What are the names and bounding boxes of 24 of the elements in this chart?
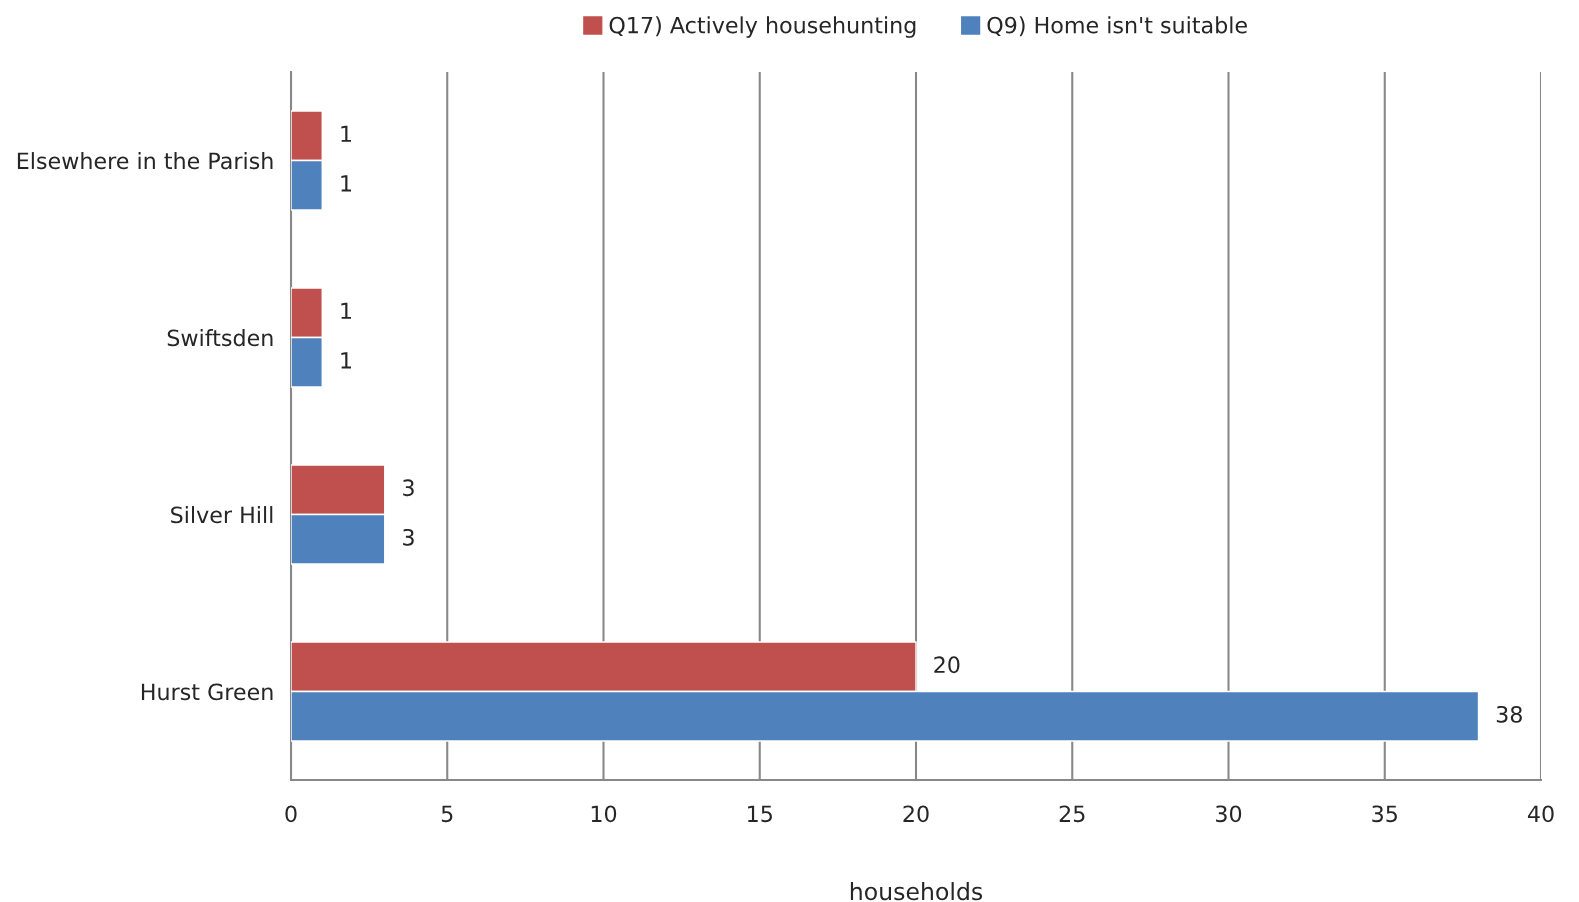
data-label: 1 xyxy=(341,125,351,142)
x-tick-label: 15 xyxy=(748,805,772,823)
x-tick-label: 25 xyxy=(1059,805,1085,823)
data-label: 1 xyxy=(341,175,351,192)
x-tick-label: 40 xyxy=(1527,805,1554,823)
x-tick-label: 20 xyxy=(903,805,929,823)
x-tick-label: 10 xyxy=(591,805,617,823)
legend-label: Q9) Home isn't suitable xyxy=(987,16,1247,37)
x-tick-label: 30 xyxy=(1216,805,1242,823)
data-label: 20 xyxy=(934,656,960,674)
data-label: 1 xyxy=(341,352,351,369)
data-label: 38 xyxy=(1496,705,1522,723)
legend-label: Q17) Actively househunting xyxy=(609,16,916,38)
x-tick-label: 0 xyxy=(285,805,297,823)
x-axis-title: households xyxy=(850,882,983,901)
y-tick-label: Elsewhere in the Parish xyxy=(17,152,273,170)
y-tick-label: Swiftsden xyxy=(167,329,273,347)
data-label: 3 xyxy=(403,479,414,497)
x-tick-label: 5 xyxy=(441,805,453,823)
y-tick-label: Silver Hill xyxy=(171,506,273,524)
data-label: 1 xyxy=(341,302,351,319)
y-tick-label: Hurst Green xyxy=(141,683,273,701)
x-tick-label: 35 xyxy=(1372,805,1397,823)
data-label: 3 xyxy=(403,528,414,546)
